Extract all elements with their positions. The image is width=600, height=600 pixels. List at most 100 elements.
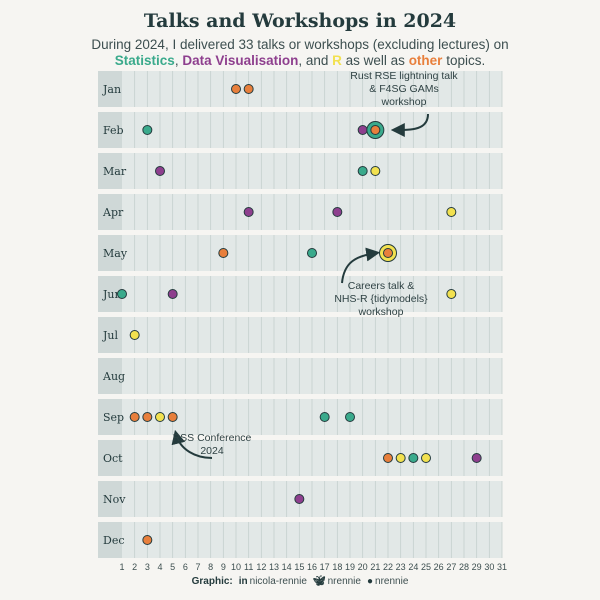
strip-may bbox=[98, 235, 122, 271]
annotation-text-3: RSS Conference bbox=[173, 432, 252, 444]
month-label-mar: Mar bbox=[103, 165, 127, 178]
x-tick-label: 4 bbox=[157, 562, 162, 572]
month-label-nov: Nov bbox=[103, 493, 126, 506]
x-tick-label: 2 bbox=[132, 562, 137, 572]
point-nov-15 bbox=[294, 494, 305, 504]
strip-sep bbox=[98, 399, 122, 435]
month-panels: Jan Feb Mar Apr May Jun Jul Aug Sep Oct Nov Dec bbox=[98, 71, 503, 558]
month-label-feb: Feb bbox=[103, 124, 124, 137]
x-tick-label: 19 bbox=[345, 562, 355, 572]
x-tick-label: 1 bbox=[119, 562, 124, 572]
strip-feb bbox=[98, 112, 122, 148]
data-points bbox=[117, 84, 482, 545]
x-tick-label: 10 bbox=[231, 562, 241, 572]
point-may-22 bbox=[383, 248, 393, 258]
annotations: Rust RSE lightning talk& F4SG GAMsworksh… bbox=[173, 70, 459, 457]
point-jun-27 bbox=[446, 289, 457, 299]
point-mar-4 bbox=[155, 166, 165, 176]
month-label-jun: Jun bbox=[102, 288, 122, 301]
panel-mar bbox=[98, 153, 502, 189]
x-tick-label: 5 bbox=[170, 562, 175, 572]
point-mar-20 bbox=[357, 166, 368, 176]
caption-bluesky[interactable]: nrennie bbox=[327, 576, 361, 587]
x-tick-label: 14 bbox=[282, 562, 292, 572]
x-tick-label: 25 bbox=[421, 562, 431, 572]
annotation-text-2: workshop bbox=[358, 306, 404, 318]
point-apr-27 bbox=[446, 207, 457, 217]
point-feb-3 bbox=[142, 125, 153, 135]
month-label-apr: Apr bbox=[102, 206, 124, 219]
strip-aug bbox=[98, 358, 122, 394]
point-jun-1 bbox=[117, 289, 127, 299]
caption-label: Graphic: bbox=[191, 576, 233, 587]
panel-jul bbox=[98, 317, 502, 353]
point-feb-20 bbox=[357, 125, 368, 135]
point-dec-3 bbox=[142, 535, 153, 545]
panel-feb bbox=[98, 112, 502, 148]
annotation-text-2: NHS-R {tidymodels} bbox=[334, 293, 428, 305]
caption-linkedin[interactable]: nicola-rennie bbox=[249, 576, 307, 587]
month-label-jan: Jan bbox=[102, 83, 121, 96]
panel-aug bbox=[98, 358, 502, 394]
point-oct-24 bbox=[408, 453, 419, 463]
x-tick-label: 15 bbox=[294, 562, 304, 572]
x-tick-label: 27 bbox=[446, 562, 456, 572]
month-label-oct: Oct bbox=[103, 452, 123, 465]
point-jan-11 bbox=[243, 84, 254, 94]
strip-oct bbox=[98, 440, 122, 476]
x-tick-label: 16 bbox=[307, 562, 317, 572]
x-tick-label: 18 bbox=[332, 562, 342, 572]
x-axis-ticks: 1 2 3 4 5 6 7 8 9 10 11 12 13 14 15 16 17 18 19 20 21 22 23 24 2… bbox=[119, 562, 507, 572]
data-visualisation-label: Data Visualisation bbox=[182, 53, 299, 68]
month-label-sep: Sep bbox=[103, 411, 124, 424]
annotation-arrow-3 bbox=[171, 429, 213, 459]
point-apr-18 bbox=[332, 207, 343, 217]
strip-jul bbox=[98, 317, 122, 353]
x-tick-label: 23 bbox=[396, 562, 406, 572]
strip-nov bbox=[98, 481, 122, 517]
linkedin-icon: in bbox=[238, 576, 248, 587]
x-tick-label: 31 bbox=[497, 562, 507, 572]
annotation-text-3: 2024 bbox=[200, 445, 224, 457]
x-tick-label: 24 bbox=[408, 562, 418, 572]
strip-jan bbox=[98, 71, 122, 107]
x-tick-label: 30 bbox=[484, 562, 494, 572]
annotation-text-2: Careers talk & bbox=[348, 280, 415, 292]
point-jun-5 bbox=[167, 289, 178, 299]
subtitle-line-1: During 2024, I delivered 33 talks or wor… bbox=[91, 37, 509, 52]
point-may-16 bbox=[307, 248, 317, 258]
point-sep-2 bbox=[129, 412, 140, 422]
strip-dec bbox=[98, 522, 122, 558]
x-tick-label: 22 bbox=[383, 562, 393, 572]
panel-jun bbox=[98, 276, 502, 312]
x-tick-label: 12 bbox=[256, 562, 266, 572]
panel-dec bbox=[98, 522, 502, 558]
annotation-arrows bbox=[171, 113, 429, 459]
x-tick-label: 28 bbox=[459, 562, 469, 572]
r-label: R bbox=[332, 53, 342, 68]
month-label-aug: Aug bbox=[102, 370, 125, 383]
subtitle-sep-1: , bbox=[174, 53, 183, 68]
point-oct-29 bbox=[471, 453, 482, 463]
x-tick-label: 3 bbox=[145, 562, 150, 572]
strip-apr bbox=[98, 194, 122, 230]
subtitle-end: topics. bbox=[442, 53, 486, 68]
other-label: other bbox=[408, 53, 443, 68]
x-tick-label: 21 bbox=[370, 562, 380, 572]
x-tick-label: 9 bbox=[221, 562, 226, 572]
caption-github[interactable]: nrennie bbox=[375, 576, 409, 587]
panel-apr bbox=[98, 194, 502, 230]
panel-jan bbox=[98, 71, 502, 107]
x-tick-label: 13 bbox=[269, 562, 279, 572]
point-jul-2 bbox=[129, 330, 140, 340]
point-mar-21 bbox=[370, 166, 381, 176]
x-tick-label: 20 bbox=[358, 562, 368, 572]
annotation-arrow-2 bbox=[341, 247, 381, 284]
caption: Graphic: in nicola-rennie 🦋︎ nrennie ● nrennie bbox=[0, 576, 600, 587]
statistics-label: Statistics bbox=[114, 53, 175, 68]
point-oct-25 bbox=[421, 453, 431, 463]
subtitle-sep-2: , and bbox=[298, 53, 333, 68]
chart-title: Talks and Workshops in 2024 bbox=[143, 10, 457, 32]
x-tick-label: 29 bbox=[472, 562, 482, 572]
